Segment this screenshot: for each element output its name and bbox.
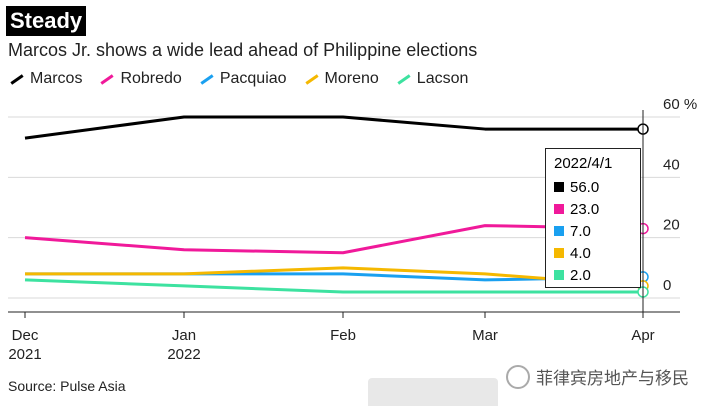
tooltip-value-marcos: 56.0	[570, 178, 600, 196]
tooltip-value-lacson: 2.0	[570, 266, 591, 284]
legend-item-moreno: Moreno	[304, 70, 379, 88]
tooltip-value-moreno: 4.0	[570, 244, 591, 262]
overlay-bar	[368, 378, 498, 406]
tooltip-row-moreno: 4.0	[554, 242, 632, 264]
legend-item-pacquiao: Pacquiao	[200, 70, 287, 88]
x-tick-label-1: Jan	[172, 327, 196, 344]
x-tick-label-year-1: 2022	[167, 346, 200, 363]
tooltip-value-robredo: 23.0	[570, 200, 600, 218]
y-tick-label-20: 20	[663, 217, 680, 234]
tooltip-value-pacquiao: 7.0	[570, 222, 591, 240]
legend-label-moreno: Moreno	[324, 70, 379, 87]
legend-item-marcos: Marcos	[10, 70, 82, 88]
tooltip-date: 2022/4/1	[554, 155, 613, 172]
y-tick-label-60: 60 %	[663, 96, 697, 113]
chart-title-badge: Steady	[6, 6, 87, 36]
tooltip-row-lacson: 2.0	[554, 264, 632, 286]
tooltip-swatch-moreno	[554, 248, 564, 258]
legend-label-marcos: Marcos	[30, 70, 83, 87]
x-tick-label-3: Mar	[472, 327, 498, 344]
chart-subtitle: Marcos Jr. shows a wide lead ahead of Ph…	[8, 40, 478, 60]
tooltip-swatch-pacquiao	[554, 226, 564, 236]
legend: Marcos Robredo Pacquiao Moreno Lacson	[10, 70, 468, 88]
series-line-lacson	[24, 278, 643, 294]
x-tick-label-4: Apr	[631, 327, 654, 344]
x-tick-label-2: Feb	[330, 327, 356, 344]
legend-label-lacson: Lacson	[416, 70, 469, 87]
y-tick-label-40: 40	[663, 156, 680, 173]
x-tick-label-0: Dec	[12, 327, 39, 344]
legend-label-pacquiao: Pacquiao	[219, 70, 287, 87]
tooltip-swatch-robredo	[554, 204, 564, 214]
tooltip-row-robredo: 23.0	[554, 198, 632, 220]
watermark-text: 菲律宾房地产与移民	[536, 369, 689, 388]
legend-item-robredo: Robredo	[100, 70, 182, 88]
tooltip-row-pacquiao: 7.0	[554, 220, 632, 242]
wechat-icon	[506, 364, 530, 389]
tooltip-swatch-lacson	[554, 270, 564, 280]
source-note: Source: Pulse Asia	[8, 378, 126, 394]
series-line-marcos	[24, 115, 643, 140]
series-line-robredo	[24, 224, 644, 255]
tooltip-row-marcos: 56.0	[554, 176, 632, 198]
hover-tooltip: 2022/4/1 56.0 23.0 7.0 4.0 2.0	[545, 148, 641, 288]
watermark: 菲律宾房地产与移民	[506, 364, 689, 389]
x-tick-label-year-0: 2021	[8, 346, 41, 363]
legend-item-lacson: Lacson	[397, 70, 469, 88]
tooltip-swatch-marcos	[554, 182, 564, 192]
y-tick-label-0: 0	[663, 277, 671, 294]
legend-label-robredo: Robredo	[120, 70, 182, 87]
series-line-moreno	[25, 266, 644, 288]
